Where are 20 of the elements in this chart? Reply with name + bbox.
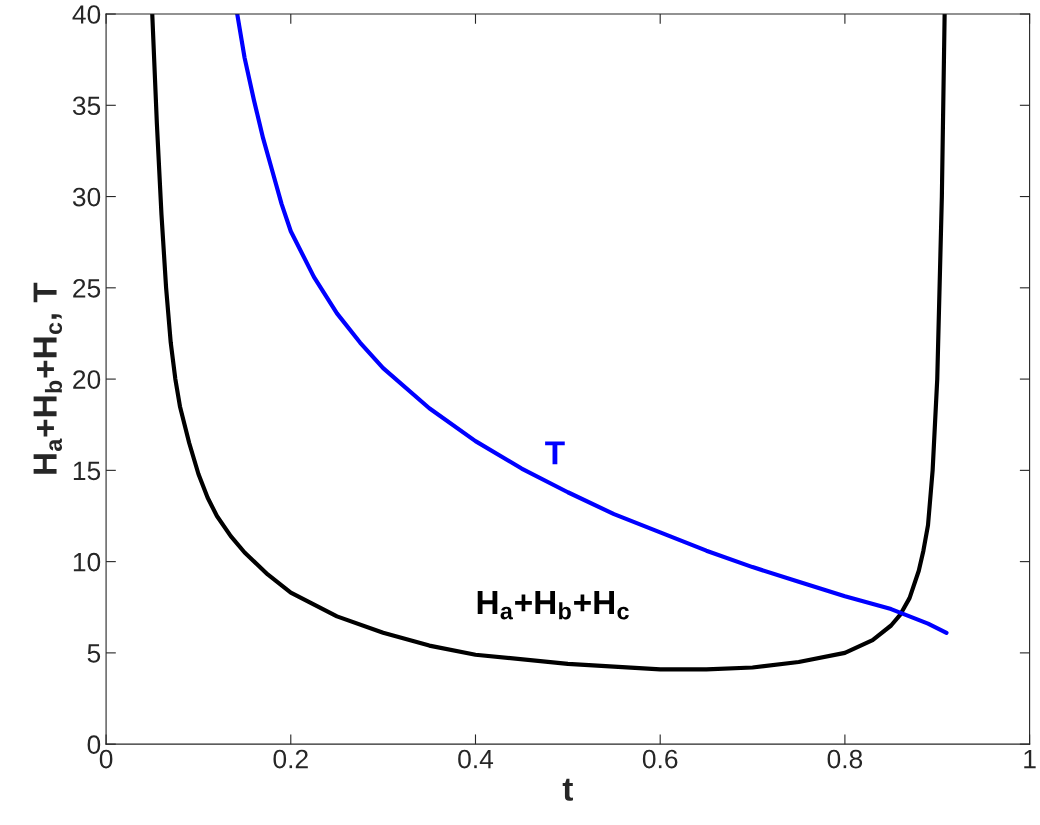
x-axis-title: t — [562, 778, 573, 801]
series-label: H$_{a}$+H$_{b}$+H$_{c}$ — [477, 591, 629, 620]
series-label: T — [545, 441, 565, 465]
x-tick-label: 0.8 — [827, 749, 863, 769]
line-series — [235, 14, 949, 635]
y-tick-label: 40 — [72, 5, 101, 24]
x-tick-label: 0.6 — [642, 749, 678, 769]
y-tick-label: 25 — [73, 278, 101, 298]
line-series — [150, 14, 947, 672]
y-tick-label: 35 — [72, 96, 101, 116]
y-tick-label: 20 — [73, 370, 101, 389]
y-tick-label: 5 — [87, 644, 101, 663]
y-tick-label: 15 — [73, 461, 101, 481]
x-tick-label: 0.2 — [273, 749, 308, 769]
x-tick-label: 1 — [1024, 749, 1036, 769]
y-axis-title: H$_{a}$+H$_{b}$+H$_{c}$, T — [33, 282, 63, 474]
y-tick-label: 30 — [72, 187, 101, 207]
x-tick-label: 0.4 — [458, 749, 494, 769]
y-tick-label: 0 — [87, 735, 101, 754]
y-tick-label: 10 — [73, 552, 101, 572]
